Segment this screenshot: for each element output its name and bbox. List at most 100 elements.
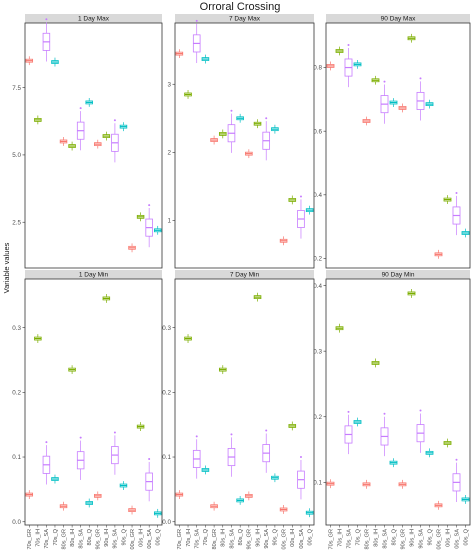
panel-1-day-max: 1 Day Max 2.5 5.0 7.5 bbox=[12, 14, 163, 269]
outlier-point bbox=[299, 456, 302, 459]
panel-1-day-min: 1 Day Min 0.0 0.1 0.2 0.3 70s_GR 70s_IH 70s_SA 7… bbox=[12, 270, 163, 550]
box-00s_ih bbox=[443, 438, 452, 448]
box-00s_sa bbox=[297, 456, 305, 500]
outlier-point bbox=[347, 44, 350, 47]
x-tick-label: 80s_GR bbox=[364, 529, 370, 550]
box-70s_q bbox=[51, 57, 59, 67]
box-70s_sa bbox=[192, 19, 201, 64]
strip-label: 7 Day Min bbox=[230, 272, 260, 279]
x-tick-label: 80s_SA bbox=[78, 529, 84, 549]
outlier-point bbox=[79, 436, 82, 439]
x-tick-label: 70s_IH bbox=[186, 529, 192, 547]
x-tick-label: 90s_GR bbox=[400, 529, 406, 550]
box-70s_sa bbox=[344, 410, 353, 455]
box-00s_ih bbox=[136, 422, 145, 432]
x-tick-label: 00s_GR bbox=[130, 529, 136, 550]
outlier-point bbox=[383, 80, 386, 83]
box-00s_ih bbox=[288, 421, 297, 431]
y-tick-label: 0.4 bbox=[313, 283, 322, 290]
box-70s_q bbox=[51, 474, 59, 484]
box-90s_q bbox=[119, 122, 128, 132]
box-00s_gr bbox=[128, 505, 136, 515]
box-70s_q bbox=[353, 59, 362, 69]
x-tick-label: 70s_GR bbox=[27, 529, 33, 550]
x-tick-label: 00s_IH bbox=[138, 529, 144, 547]
box-80s_gr bbox=[362, 479, 371, 489]
box-00s_sa bbox=[145, 457, 153, 502]
x-tick-label: 00s_Q bbox=[307, 528, 313, 545]
outlier-point bbox=[195, 435, 198, 438]
box-00s_sa bbox=[145, 204, 153, 248]
box-70s_sa bbox=[42, 18, 51, 62]
strip-background bbox=[175, 270, 314, 279]
outlier-point bbox=[79, 107, 82, 110]
strip-background bbox=[25, 14, 162, 23]
box-00s_q bbox=[461, 228, 470, 238]
strip-background bbox=[175, 14, 314, 23]
outlier-point bbox=[230, 109, 233, 112]
y-tick-label: 0.3 bbox=[313, 348, 322, 355]
box-90s_ih bbox=[253, 292, 262, 302]
x-tick-label: 70s_SA bbox=[44, 529, 50, 549]
box-90s_ih bbox=[407, 289, 416, 298]
y-tick-label: 0.1 bbox=[313, 480, 322, 487]
box-70s_ih bbox=[34, 334, 42, 343]
chart-title: Orroral Crossing bbox=[200, 1, 281, 13]
box-70s_ih bbox=[335, 46, 344, 56]
x-tick-label: 70s_Q bbox=[203, 528, 209, 545]
box-90s_sa bbox=[262, 429, 271, 473]
y-tick-label: 2.5 bbox=[12, 219, 21, 226]
box-80s_ih bbox=[371, 358, 380, 368]
box-00s_q bbox=[153, 508, 162, 518]
x-tick-label: 70s_GR bbox=[177, 529, 183, 550]
outlier-point bbox=[113, 119, 116, 122]
x-tick-label: 00s_SA bbox=[299, 529, 305, 549]
x-tick-label: 80s_Q bbox=[238, 528, 244, 545]
y-tick-label: 0.0 bbox=[12, 519, 21, 526]
outlier-point bbox=[45, 441, 48, 444]
outlier-point bbox=[195, 19, 198, 22]
outlier-point bbox=[265, 117, 268, 120]
y-tick-label: 0.2 bbox=[313, 414, 322, 421]
box-00s_gr bbox=[279, 505, 288, 514]
box-80s_q bbox=[389, 98, 398, 107]
box-00s_ih bbox=[288, 195, 297, 205]
strip-background bbox=[25, 270, 162, 279]
box-80s_sa bbox=[227, 433, 236, 477]
box-90s_gr bbox=[398, 479, 407, 489]
box-80s_ih bbox=[218, 129, 227, 139]
x-tick-label: 00s_IH bbox=[290, 529, 296, 547]
box-90s_gr bbox=[245, 149, 253, 159]
x-tick-label: 90s_IH bbox=[104, 529, 110, 547]
outlier-point bbox=[113, 431, 116, 434]
strip-label: 90 Day Max bbox=[381, 16, 416, 23]
y-tick-label: 0.4 bbox=[313, 192, 322, 199]
panel-7-day-min: 7 Day Min 0.0 0.1 0.2 0.3 70s_GR 70s_IH 70s_SA 7… bbox=[162, 270, 315, 550]
box-70s_sa bbox=[42, 441, 51, 485]
box-00s_q bbox=[153, 225, 162, 235]
box-90s_sa bbox=[416, 409, 425, 453]
y-tick-label: 2 bbox=[167, 150, 171, 157]
x-tick-label: 70s_Q bbox=[355, 528, 361, 545]
y-tick-label: 0.2 bbox=[313, 256, 322, 263]
x-tick-label: 90s_SA bbox=[418, 529, 424, 549]
box-80s_gr bbox=[210, 501, 218, 511]
x-tick-label: 90s_GR bbox=[96, 529, 102, 550]
panels-group: 1 Day Max 2.5 5.0 7.5 7 Day Max 1 2 3 90 Day Max… bbox=[12, 14, 471, 550]
outlier-point bbox=[45, 18, 48, 21]
box-90s_sa bbox=[111, 119, 119, 163]
x-tick-label: 90s_SA bbox=[113, 529, 119, 549]
y-tick-label: 5.0 bbox=[12, 152, 21, 159]
x-tick-label: 80s_GR bbox=[61, 529, 67, 550]
box-00s_gr bbox=[128, 243, 136, 253]
box-70s_q bbox=[201, 465, 210, 475]
box-80s_gr bbox=[59, 501, 68, 511]
box-80s_sa bbox=[380, 412, 389, 457]
x-tick-label: 80s_Q bbox=[87, 528, 93, 545]
panel-90-day-max: 90 Day Max 0.2 0.4 0.6 0.8 bbox=[313, 14, 471, 269]
box-90s_gr bbox=[94, 491, 102, 501]
box-00s_ih bbox=[443, 195, 452, 205]
x-tick-label: 90s_SA bbox=[264, 529, 270, 549]
box-80s_ih bbox=[68, 365, 76, 375]
